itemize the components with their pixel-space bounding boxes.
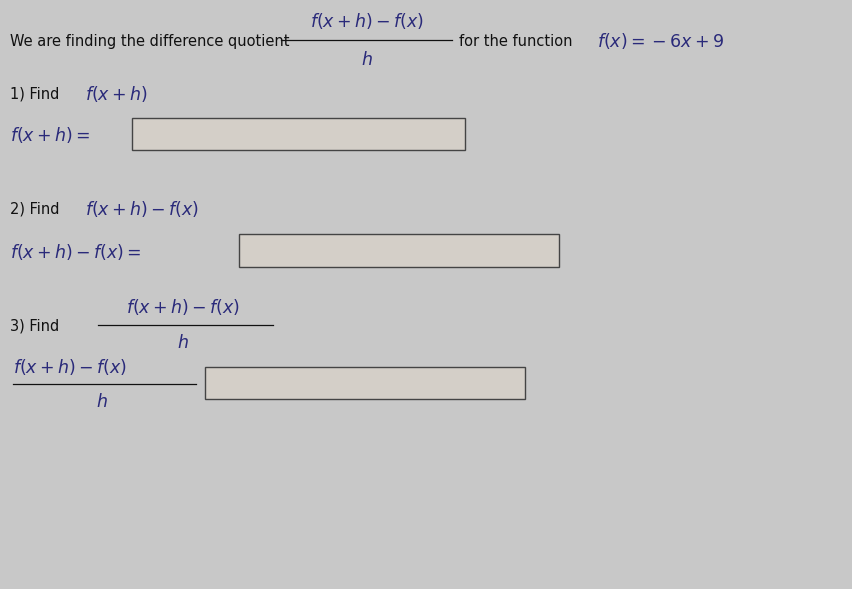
Text: $f(x+h)-f(x)$: $f(x+h)-f(x)$ [309, 11, 423, 31]
Text: $f(x+h)$: $f(x+h)$ [85, 84, 148, 104]
FancyBboxPatch shape [239, 234, 558, 267]
Text: for the function: for the function [458, 34, 576, 49]
Text: We are finding the difference quotient: We are finding the difference quotient [10, 34, 294, 49]
Text: $h$: $h$ [177, 334, 189, 352]
Text: 1) Find: 1) Find [10, 87, 64, 102]
Text: $f(x+h)-f(x)$: $f(x+h)-f(x)$ [13, 357, 127, 377]
Text: $f(x+h)-f(x)=$: $f(x+h)-f(x)=$ [10, 242, 141, 262]
Text: $f(x+h)-f(x)$: $f(x+h)-f(x)$ [126, 297, 240, 317]
Text: $f(x)=-6x+9$: $f(x)=-6x+9$ [596, 31, 723, 51]
Text: $h$: $h$ [96, 393, 108, 411]
FancyBboxPatch shape [132, 118, 464, 150]
Text: $h$: $h$ [360, 51, 372, 69]
Text: $f(x+h)-f(x)$: $f(x+h)-f(x)$ [85, 199, 199, 219]
Text: $f(x+h)=$: $f(x+h)=$ [10, 125, 90, 145]
Text: 2) Find: 2) Find [10, 201, 64, 217]
Text: 3) Find: 3) Find [10, 318, 64, 333]
FancyBboxPatch shape [204, 367, 524, 399]
